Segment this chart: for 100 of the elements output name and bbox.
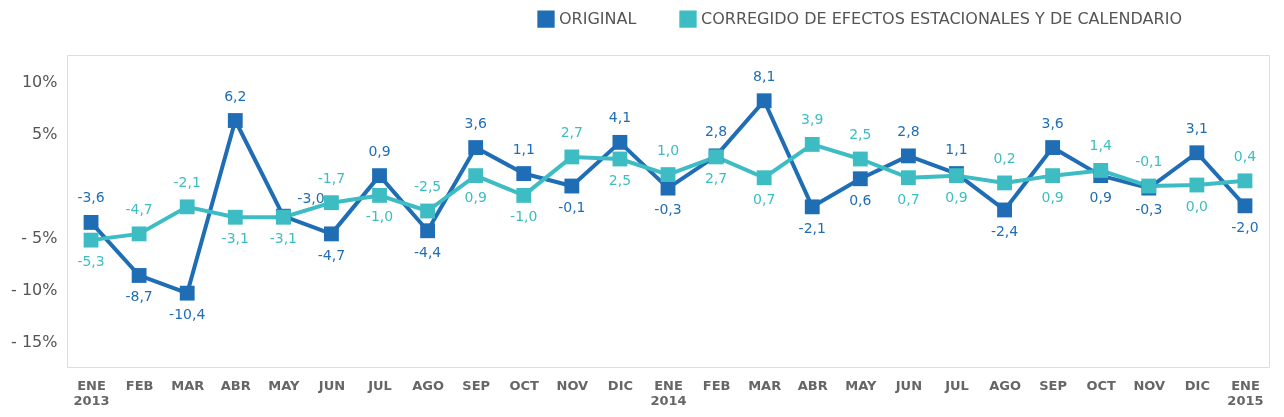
x-tick-label: JUL: [367, 377, 392, 393]
data-label: 0,9: [464, 188, 487, 205]
point: [468, 140, 484, 155]
x-tick-label: MAR: [748, 377, 782, 393]
x-tick-label: SEP: [1039, 377, 1068, 393]
data-label: 4,1: [608, 109, 632, 126]
data-label: 0,9: [945, 188, 968, 205]
point: [1189, 145, 1205, 161]
data-label: -3,6: [77, 189, 105, 206]
data-label: -2,1: [173, 173, 201, 190]
point: [900, 170, 916, 186]
point: [1093, 163, 1109, 178]
point: [516, 187, 532, 203]
point: [1237, 173, 1253, 189]
data-label: -0,3: [1135, 201, 1163, 218]
x-tick-label: ENE 2013: [73, 377, 110, 408]
data-label: -4,4: [413, 243, 442, 260]
x-tick-label: MAR: [171, 377, 205, 393]
data-label: 1,1: [512, 140, 535, 157]
x-tick-label: ENE 2015: [1227, 377, 1264, 408]
data-label: -2,0: [1231, 218, 1259, 235]
data-label: -2,1: [798, 219, 826, 236]
point: [804, 199, 820, 215]
data-label: 2,8: [897, 122, 920, 139]
data-label: 3,1: [1185, 119, 1209, 136]
point: [420, 223, 436, 239]
point: [227, 209, 243, 225]
data-label: -8,7: [125, 288, 153, 305]
point: [83, 232, 99, 248]
x-tick-label: JUL: [944, 377, 969, 393]
data-label: -0,3: [654, 201, 682, 218]
x-tick-label: MAY: [268, 377, 301, 393]
point: [612, 134, 628, 150]
data-label: 0,7: [897, 190, 920, 207]
x-tick-label: NOV: [556, 377, 589, 393]
x-tick-label: AGO: [412, 377, 444, 393]
point: [1045, 168, 1061, 184]
data-label: 0,4: [1233, 147, 1257, 164]
legend-label: ORIGINAL: [559, 9, 637, 29]
data-label: 2,5: [608, 172, 632, 188]
data-label: -2,5: [413, 178, 442, 194]
x-tick-label: DIC: [607, 377, 634, 393]
data-label: -0,1: [1135, 153, 1163, 170]
data-label: -3,1: [269, 230, 298, 247]
x-tick-label: OCT: [1086, 377, 1117, 393]
point: [131, 268, 147, 283]
point: [1189, 177, 1205, 193]
data-label: 0,7: [753, 190, 776, 207]
point: [516, 166, 532, 181]
data-label: -3,0: [297, 190, 325, 207]
data-label: 0,6: [849, 191, 872, 208]
data-label: -0,1: [558, 199, 586, 216]
point: [83, 215, 99, 230]
data-label: 2,7: [560, 123, 583, 140]
data-label: -3,1: [221, 230, 249, 247]
x-tick-label: AGO: [989, 377, 1021, 393]
point: [900, 148, 916, 164]
y-tick-label: - 5%: [21, 227, 58, 247]
x-tick-label: ABR: [220, 377, 251, 393]
data-label: 2,5: [849, 126, 872, 142]
x-tick-label: SEP: [462, 377, 491, 393]
data-label: -1,0: [365, 208, 394, 225]
x-tick-label: JUN: [317, 377, 346, 393]
point: [131, 226, 147, 242]
data-label: -1,0: [510, 208, 538, 225]
point: [1237, 198, 1253, 214]
y-tick-label: 5%: [32, 123, 58, 143]
data-label: 1,4: [1089, 137, 1112, 154]
data-label: 0,0: [1185, 198, 1209, 214]
x-tick-label: FEB: [702, 377, 731, 393]
point: [756, 93, 772, 109]
x-tick-label: JUN: [894, 377, 923, 393]
point: [756, 170, 772, 186]
point: [372, 187, 387, 203]
x-tick-label: NOV: [1133, 377, 1166, 393]
y-tick-label: 10%: [21, 71, 58, 91]
point: [372, 168, 387, 184]
x-tick-label: ABR: [797, 377, 828, 393]
point: [179, 199, 195, 215]
point: [564, 149, 580, 165]
point: [564, 178, 580, 194]
data-label: 3,9: [801, 111, 824, 128]
x-tick-label: MAY: [845, 377, 877, 393]
data-label: 0,9: [368, 142, 391, 159]
point: [997, 175, 1012, 191]
data-label: 8,1: [753, 67, 776, 84]
x-tick-label: FEB: [125, 377, 154, 393]
x-tick-label: ENE 2014: [650, 377, 687, 408]
point: [468, 168, 484, 184]
data-label: 0,9: [1089, 188, 1112, 205]
data-label: -10,4: [169, 306, 206, 323]
data-label: 0,9: [1041, 188, 1064, 205]
data-label: 1,0: [656, 141, 680, 158]
data-label: 1,1: [945, 140, 968, 157]
data-label: 2,7: [704, 169, 728, 186]
y-tick-label: - 15%: [11, 331, 58, 351]
data-label: -2,4: [990, 222, 1019, 239]
data-label: 3,6: [464, 114, 487, 131]
point: [804, 137, 820, 152]
data-label: 3,6: [1041, 114, 1064, 131]
